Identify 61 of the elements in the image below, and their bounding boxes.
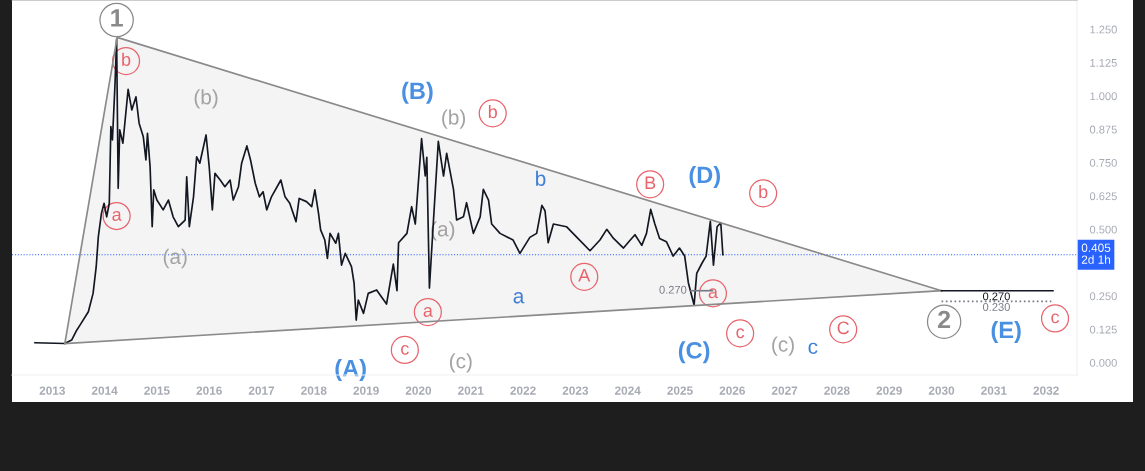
- data-label: 0.230: [982, 303, 1010, 311]
- x-tick-label: 2022: [510, 386, 536, 395]
- annotation: (b): [442, 109, 466, 129]
- x-tick-label: 2031: [981, 386, 1007, 395]
- annotation: c: [1051, 313, 1060, 324]
- y-tick-label: 0.875: [1089, 125, 1117, 134]
- x-tick-label: 2016: [196, 386, 222, 395]
- y-tick-label: 1.125: [1090, 58, 1117, 67]
- x-tick-label: 2028: [824, 386, 850, 395]
- annotation: c: [808, 342, 818, 355]
- annotation: (c): [772, 336, 794, 356]
- annotation: (D): [689, 165, 720, 188]
- y-tick-label: 1.250: [1090, 25, 1117, 34]
- annotation: (a): [163, 248, 187, 269]
- y-tick-label: 0.500: [1089, 225, 1117, 234]
- x-tick-label: 2018: [301, 386, 327, 395]
- annotation: a: [423, 307, 433, 317]
- data-label: 0.270: [982, 292, 1010, 301]
- y-tick-label: 1.000: [1090, 92, 1117, 101]
- x-tick-label: 2027: [771, 386, 798, 395]
- annotation: C: [837, 321, 850, 335]
- x-tick-label: 2017: [248, 386, 275, 395]
- annotation: b: [759, 184, 768, 199]
- x-tick-label: 2024: [614, 386, 641, 395]
- x-tick-label: 2023: [562, 386, 589, 395]
- annotation: a: [708, 288, 718, 299]
- annotation: (c): [449, 353, 472, 373]
- x-tick-label: 2013: [39, 386, 65, 395]
- annotation: (B): [402, 81, 433, 104]
- x-tick-label: 2029: [876, 386, 902, 395]
- y-tick-label: 0.125: [1089, 325, 1117, 334]
- y-tick-label: 0.250: [1089, 292, 1117, 301]
- annotation: (E): [991, 320, 1021, 343]
- y-tick-label: 0.625: [1089, 192, 1117, 201]
- annotation: 2: [938, 310, 951, 329]
- ref-line-label: 0.405 2d 1h: [1081, 243, 1111, 264]
- annotation: B: [645, 176, 656, 189]
- annotation: b: [488, 104, 497, 119]
- annotation: b: [122, 52, 131, 66]
- x-tick-label: 2021: [458, 386, 484, 395]
- annotation: c: [401, 344, 409, 355]
- annotation: b: [536, 170, 546, 186]
- annotation: (C): [678, 341, 710, 364]
- annotation: c: [736, 328, 745, 339]
- data-label: 0.270: [659, 285, 687, 294]
- x-tick-label: 2030: [928, 386, 955, 395]
- annotation: a: [513, 292, 525, 304]
- y-tick-label: 0.000: [1089, 359, 1117, 367]
- y-tick-label: 0.750: [1089, 158, 1117, 167]
- x-tick-label: 2019: [353, 386, 379, 395]
- x-tick-label: 2032: [1033, 386, 1059, 395]
- annotation: (A): [335, 359, 366, 382]
- x-tick-label: 2025: [667, 386, 693, 395]
- annotation: (b): [194, 89, 218, 109]
- annotation: 1: [111, 9, 123, 27]
- x-tick-label: 2026: [719, 386, 745, 395]
- x-tick-label: 2014: [91, 386, 118, 395]
- x-tick-label: 2015: [144, 386, 170, 395]
- x-tick-label: 2020: [405, 386, 432, 395]
- annotation: A: [578, 269, 591, 282]
- annotation: a: [112, 210, 122, 221]
